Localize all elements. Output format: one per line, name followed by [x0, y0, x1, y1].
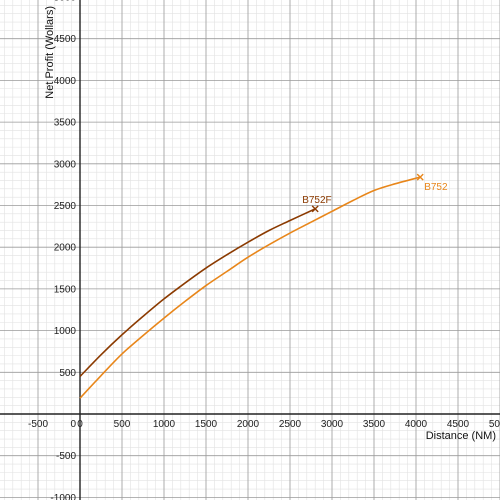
- y-tick-label: 2000: [54, 243, 77, 254]
- x-tick-label: 4000: [405, 419, 428, 430]
- series-layer: B752F B752: [79, 173, 448, 399]
- y-axis-title: Net Profit (Wollars): [44, 6, 56, 99]
- y-tick-label: 3500: [54, 118, 77, 129]
- y-tick-label: -500: [56, 451, 76, 462]
- x-tick-label: 500: [114, 419, 131, 430]
- x-tick-label: 3000: [321, 419, 344, 430]
- x-tick-label: 1500: [195, 419, 218, 430]
- y-tick-label: 3000: [54, 159, 77, 170]
- x-tick-label: -500: [28, 419, 48, 430]
- origin-tick-label: 0: [70, 419, 76, 430]
- y-tick-label: 4500: [54, 34, 77, 45]
- series-end-marker-b752: [416, 173, 424, 181]
- x-axis-title: Distance (NM): [426, 430, 496, 442]
- y-tick-labels: -1000 -500 500 1000 1500 2000 2500 3000 3500 4000…: [50, 0, 76, 500]
- y-tick-label: 500: [59, 368, 76, 379]
- y-tick-label: 2500: [54, 201, 77, 212]
- x-tick-label: 1000: [153, 419, 176, 430]
- y-tick-label: 4000: [54, 76, 77, 87]
- series-label-b752f: B752F: [302, 195, 331, 206]
- y-tick-label: -1000: [50, 493, 76, 500]
- series-line-b752: [79, 176, 421, 399]
- x-tick-label: 2000: [237, 419, 260, 430]
- x-tick-label: 4500: [447, 419, 470, 430]
- marker-stroke: [311, 205, 319, 213]
- series-line-b752f: [79, 208, 316, 378]
- x-tick-label: 2500: [279, 419, 302, 430]
- x-tick-label: 3500: [363, 419, 386, 430]
- series-label-b752: B752: [424, 182, 448, 193]
- marker-stroke: [416, 173, 424, 181]
- x-tick-labels: -500 0 500 1000 1500 2000 2500 3000 3500 4000 4500…: [28, 419, 500, 430]
- y-tick-label: 1000: [54, 326, 77, 337]
- series-end-marker-b752f: [311, 205, 319, 213]
- x-tick-label: 0: [77, 419, 83, 430]
- y-tick-label: 1500: [54, 284, 77, 295]
